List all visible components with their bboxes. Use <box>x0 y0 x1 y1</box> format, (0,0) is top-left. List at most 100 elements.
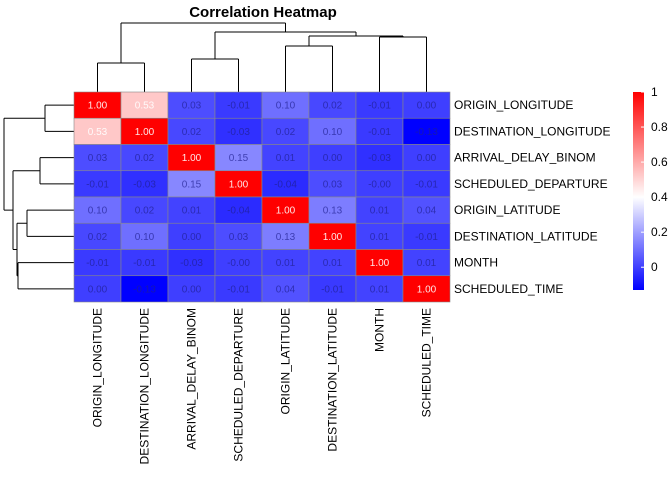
heatmap-cell <box>261 91 310 119</box>
heatmap-cell <box>214 275 263 303</box>
column-label: ARRIVAL_DELAY_BINOM <box>185 308 199 450</box>
column-label: ORIGIN_LATITUDE <box>279 308 293 414</box>
heatmap-cell <box>308 196 357 224</box>
cell-value-label: -0.01 <box>86 179 109 190</box>
color-legend: 1 0.8 0.6 0.4 0.2 0 <box>633 85 668 290</box>
legend-color-bar <box>633 92 644 290</box>
cell-value-label: 1.00 <box>182 153 202 164</box>
cell-value-label: -0.01 <box>227 284 250 295</box>
legend-tick-label: 1 <box>651 85 658 99</box>
heatmap-cell <box>73 249 122 277</box>
cell-value-label: -0.01 <box>321 284 344 295</box>
cell-value-label: 0.04 <box>417 206 437 217</box>
cell-value-label: 0.02 <box>135 153 155 164</box>
row-label: SCHEDULED_DEPARTURE <box>454 177 608 191</box>
row-label: DESTINATION_LATITUDE <box>454 229 598 243</box>
row-label: SCHEDULED_TIME <box>454 282 563 296</box>
chart-title: Correlation Heatmap <box>189 4 337 21</box>
heatmap-cell <box>73 91 122 119</box>
heatmap-cell <box>355 196 404 224</box>
cell-value-label: -0.01 <box>415 232 438 243</box>
cell-value-label: 0.01 <box>370 206 390 217</box>
heatmap-cell <box>261 249 310 277</box>
row-label: DESTINATION_LONGITUDE <box>454 124 610 138</box>
cell-value-label: 0.04 <box>276 284 296 295</box>
heatmap-cell <box>355 249 404 277</box>
heatmap-cell <box>214 196 263 224</box>
heatmap-cell <box>120 275 169 303</box>
cell-value-label: -0.01 <box>86 258 109 269</box>
cell-value-label: -0.01 <box>227 101 250 112</box>
cell-value-label: 0.10 <box>276 101 296 112</box>
cell-value-label: -0.03 <box>133 179 156 190</box>
legend-tick-label: 0 <box>651 260 658 274</box>
cell-value-label: 0.13 <box>323 206 343 217</box>
heatmap-cell <box>355 91 404 119</box>
column-dendrogram <box>97 22 427 92</box>
cell-value-label: -0.13 <box>415 127 438 138</box>
cell-value-label: 0.00 <box>417 101 437 112</box>
cell-value-label: -0.00 <box>227 258 250 269</box>
heatmap-cell <box>120 117 169 145</box>
heatmap-cells: 1.00 0.53 0.03 -0.01 0.10 0.02 -0.01 0.00 0.53 1.… <box>73 91 451 303</box>
heatmap-cell <box>355 222 404 250</box>
heatmap-cell <box>167 222 216 250</box>
cell-value-label: 0.01 <box>276 153 296 164</box>
heatmap-cell <box>120 222 169 250</box>
cell-value-label: 0.10 <box>88 206 108 217</box>
heatmap-cell <box>214 144 263 172</box>
cell-value-label: 1.00 <box>88 101 108 112</box>
row-labels: ORIGIN_LONGITUDE DESTINATION_LONGITUDE ARR… <box>454 98 610 296</box>
cell-value-label: 0.03 <box>229 232 249 243</box>
cell-value-label: -0.03 <box>227 127 250 138</box>
cell-value-label: 0.00 <box>417 153 437 164</box>
heatmap-cell <box>261 117 310 145</box>
cell-value-label: 1.00 <box>323 232 343 243</box>
heatmap-cell <box>214 91 263 119</box>
heatmap-cell <box>167 91 216 119</box>
row-dendrogram <box>3 104 74 290</box>
legend-tick-label: 0.8 <box>651 120 668 134</box>
column-labels: ORIGIN_LONGITUDE DESTINATION_LONGITUDE ARR… <box>91 308 434 464</box>
heatmap-cell <box>402 196 451 224</box>
column-label: DESTINATION_LONGITUDE <box>138 308 152 464</box>
heatmap-cell <box>120 196 169 224</box>
cell-value-label: 0.02 <box>182 127 202 138</box>
heatmap-cell <box>402 170 451 198</box>
cell-value-label: 1.00 <box>229 179 249 190</box>
cell-value-label: 0.02 <box>276 127 296 138</box>
heatmap-cell <box>308 249 357 277</box>
heatmap-cell <box>120 249 169 277</box>
heatmap-cell <box>261 170 310 198</box>
cell-value-label: 0.53 <box>88 127 108 138</box>
cell-value-label: 0.15 <box>229 153 249 164</box>
column-label: DESTINATION_LATITUDE <box>326 308 340 452</box>
heatmap-cell <box>214 117 263 145</box>
cell-value-label: 0.02 <box>88 232 108 243</box>
row-label: ARRIVAL_DELAY_BINOM <box>454 151 596 165</box>
heatmap-cell <box>402 91 451 119</box>
cell-value-label: 0.00 <box>323 153 343 164</box>
cell-value-label: -0.01 <box>415 179 438 190</box>
cell-value-label: 0.01 <box>323 258 343 269</box>
cell-value-label: 0.01 <box>370 232 390 243</box>
column-label: SCHEDULED_DEPARTURE <box>232 308 246 462</box>
cell-value-label: 0.01 <box>182 206 202 217</box>
heatmap-cell <box>167 275 216 303</box>
column-label: MONTH <box>373 308 387 352</box>
heatmap-cell <box>308 144 357 172</box>
row-label: ORIGIN_LONGITUDE <box>454 98 573 112</box>
cell-value-label: -0.04 <box>227 206 250 217</box>
heatmap-cell <box>167 196 216 224</box>
heatmap-cell <box>355 275 404 303</box>
cell-value-label: 0.10 <box>323 127 343 138</box>
cell-value-label: 1.00 <box>276 206 296 217</box>
cell-value-label: 0.02 <box>135 206 155 217</box>
cell-value-label: -0.01 <box>368 101 391 112</box>
cell-value-label: -0.04 <box>274 179 297 190</box>
heatmap-cell <box>167 249 216 277</box>
cell-value-label: 0.15 <box>182 179 202 190</box>
cell-value-label: 0.01 <box>370 284 390 295</box>
cell-value-label: -0.13 <box>133 284 156 295</box>
cell-value-label: 0.00 <box>182 284 202 295</box>
